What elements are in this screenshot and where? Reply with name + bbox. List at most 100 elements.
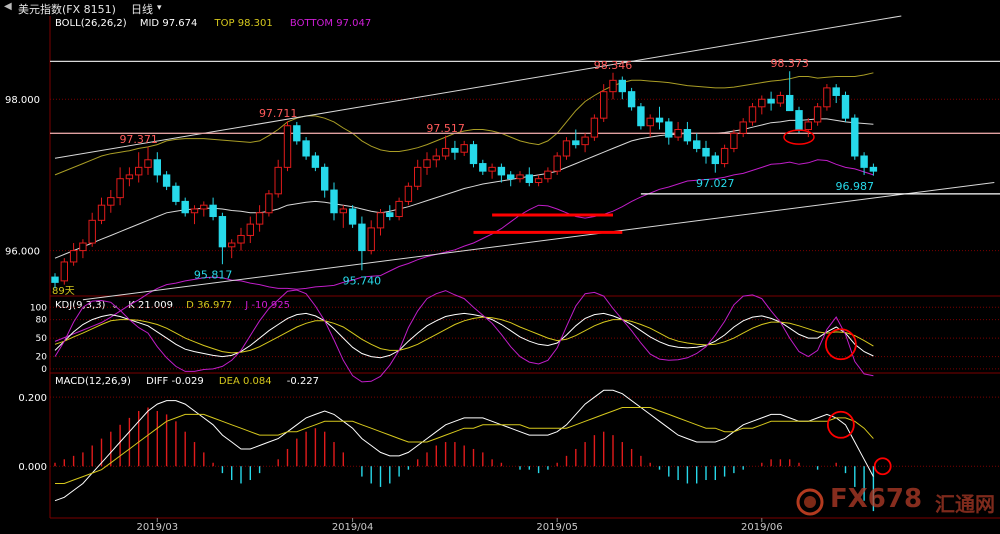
chevron-down-icon[interactable]: ▾ bbox=[157, 3, 162, 13]
trend-line bbox=[82, 181, 995, 301]
candle-body bbox=[665, 121, 673, 138]
candle-body bbox=[321, 166, 329, 191]
candle-body bbox=[255, 212, 264, 225]
price-annotations: 97.371 97.711 97.517 98.346 98.373 95.817 95.7… bbox=[119, 57, 874, 287]
price-label: 97.711 bbox=[259, 107, 298, 120]
kdj-d-label: D bbox=[186, 300, 194, 311]
macd-diff-value: -0.029 bbox=[171, 376, 204, 387]
title-bar: ◀ 美元指数(FX 8151) 日线 ▾ bbox=[0, 0, 1000, 16]
candle-body bbox=[190, 208, 199, 214]
candle-body bbox=[367, 227, 375, 252]
boll-mid-label: MID bbox=[139, 18, 160, 29]
x-tick-label: 2019/05 bbox=[536, 522, 578, 533]
circle-mark bbox=[783, 129, 815, 145]
boll-name: BOLL(26,26,2) bbox=[55, 18, 127, 29]
candle-body bbox=[516, 174, 524, 180]
trend-line bbox=[54, 15, 902, 159]
candle-body bbox=[116, 178, 124, 199]
kdj-k-line bbox=[54, 312, 874, 359]
price-label: 95.817 bbox=[194, 268, 233, 281]
candle-body bbox=[544, 170, 552, 180]
macd-diff-line bbox=[54, 389, 874, 502]
candle-body bbox=[172, 185, 180, 202]
y-tick-label: 0 bbox=[41, 365, 47, 375]
y-tick-label: 0.200 bbox=[18, 393, 47, 404]
candle-body bbox=[302, 140, 310, 157]
kdj-j-line bbox=[54, 289, 874, 383]
trend-lines bbox=[50, 15, 1000, 301]
candle-body bbox=[507, 174, 515, 180]
candle-body bbox=[441, 147, 450, 157]
candle-body bbox=[609, 79, 617, 93]
candle-body bbox=[572, 140, 580, 146]
period-selector[interactable]: 日线 bbox=[131, 3, 153, 16]
candle-body bbox=[711, 155, 719, 165]
price-label: 95.740 bbox=[343, 274, 382, 287]
kdj-d-value: 36.977 bbox=[197, 300, 233, 311]
candle-body bbox=[69, 250, 78, 263]
candle-body bbox=[339, 208, 348, 214]
x-axis: 2019/03 2019/04 2019/05 2019/06 bbox=[137, 518, 783, 533]
candle-body bbox=[646, 117, 654, 127]
price-label: 98.346 bbox=[594, 59, 633, 72]
candle-body bbox=[181, 200, 189, 214]
candle-body bbox=[497, 166, 506, 176]
candle-body bbox=[423, 159, 431, 168]
candle-body bbox=[823, 87, 831, 108]
candle-body bbox=[358, 223, 366, 252]
kdj-panel bbox=[54, 289, 874, 383]
candle-body bbox=[125, 174, 134, 180]
price-label: 97.371 bbox=[119, 133, 158, 146]
candle-body bbox=[674, 129, 682, 138]
candle-body bbox=[730, 132, 738, 149]
chart-frame: 98.000 96.000 100 80 50 20 0 0.200 0.000 bbox=[5, 16, 1000, 519]
boll-top-value: 98.301 bbox=[237, 18, 273, 29]
circle-marks bbox=[783, 129, 892, 476]
candle-body bbox=[525, 174, 533, 183]
macd-value: -0.227 bbox=[286, 376, 320, 387]
price-label: 97.517 bbox=[426, 122, 465, 135]
candle-body bbox=[60, 261, 68, 282]
candle-body bbox=[488, 166, 496, 172]
candle-body bbox=[553, 155, 561, 172]
candle-body bbox=[237, 234, 245, 244]
candle-body bbox=[209, 204, 217, 218]
candle-body bbox=[51, 276, 59, 283]
y-tick-label: 96.000 bbox=[5, 247, 40, 258]
watermark-text: FX678 bbox=[830, 484, 923, 514]
y-tick-label: 80 bbox=[36, 316, 48, 326]
watermark-cn: 汇通网 bbox=[935, 492, 995, 516]
candle-body bbox=[395, 200, 403, 218]
candle-body bbox=[479, 163, 487, 172]
price-label: 97.027 bbox=[696, 177, 735, 190]
kdj-name: KDJ(9,3,3) bbox=[55, 300, 106, 311]
candle-body bbox=[813, 106, 822, 123]
candle-body bbox=[79, 242, 87, 252]
left-arrow-icon[interactable]: ◀ bbox=[4, 1, 12, 12]
candle-body bbox=[135, 166, 143, 176]
kdj-j-label: J bbox=[245, 300, 249, 311]
candle-body bbox=[97, 204, 106, 221]
macd-dea-label: DEA bbox=[218, 376, 240, 387]
candle-body bbox=[618, 79, 626, 93]
kdj-k-value: 21.009 bbox=[137, 300, 173, 311]
candle-body bbox=[274, 166, 282, 195]
macd-panel bbox=[54, 389, 875, 512]
y-tick-label: 100 bbox=[30, 303, 47, 313]
candle-body bbox=[627, 91, 636, 108]
boll-legend: BOLL(26,26,2) MID 97.674 TOP 98.301 BOTT… bbox=[55, 18, 371, 29]
candlesticks bbox=[51, 71, 878, 289]
candle-body bbox=[88, 219, 96, 244]
candle-body bbox=[786, 94, 794, 112]
candle-body bbox=[693, 140, 701, 149]
candle-body bbox=[637, 106, 645, 127]
candle-body bbox=[562, 140, 571, 157]
candle-body bbox=[748, 106, 757, 123]
macd-dea-value: 0.084 bbox=[242, 376, 272, 387]
price-label: 98.373 bbox=[770, 57, 809, 70]
candle-body bbox=[218, 216, 227, 248]
candle-body bbox=[376, 212, 385, 229]
candle-body bbox=[869, 166, 878, 172]
instrument-title: 美元指数(FX 8151) bbox=[18, 3, 116, 16]
